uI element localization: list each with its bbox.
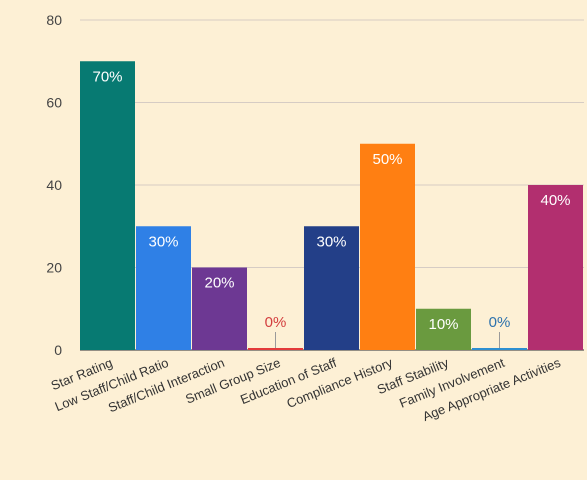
y-tick-label: 0 [54, 342, 62, 358]
data-label: 30% [148, 233, 178, 250]
bar [80, 61, 135, 350]
data-label: 0% [489, 314, 511, 331]
bar [360, 143, 415, 350]
labels-layer: 70% 30% 20% 0% 30% 50% 10% 0% 40% [92, 68, 571, 348]
bars-layer [80, 61, 583, 350]
bar [528, 185, 583, 350]
bar [304, 226, 359, 350]
y-tick-label: 20 [46, 260, 62, 276]
axis-layer: 0 20 40 60 80 [46, 12, 62, 358]
y-tick-label: 80 [46, 12, 62, 28]
data-label: 30% [316, 233, 346, 250]
y-tick-label: 60 [46, 95, 62, 111]
bar [248, 348, 303, 350]
data-label: 40% [540, 192, 570, 209]
bar [136, 226, 191, 350]
data-label: 70% [92, 68, 122, 85]
data-label: 20% [204, 275, 234, 292]
bar [192, 267, 247, 350]
y-tick-label: 40 [46, 177, 62, 193]
data-label: 0% [265, 314, 287, 331]
bar [472, 348, 527, 350]
bar [416, 308, 471, 350]
data-label: 50% [372, 151, 402, 168]
data-label: 10% [428, 316, 458, 333]
